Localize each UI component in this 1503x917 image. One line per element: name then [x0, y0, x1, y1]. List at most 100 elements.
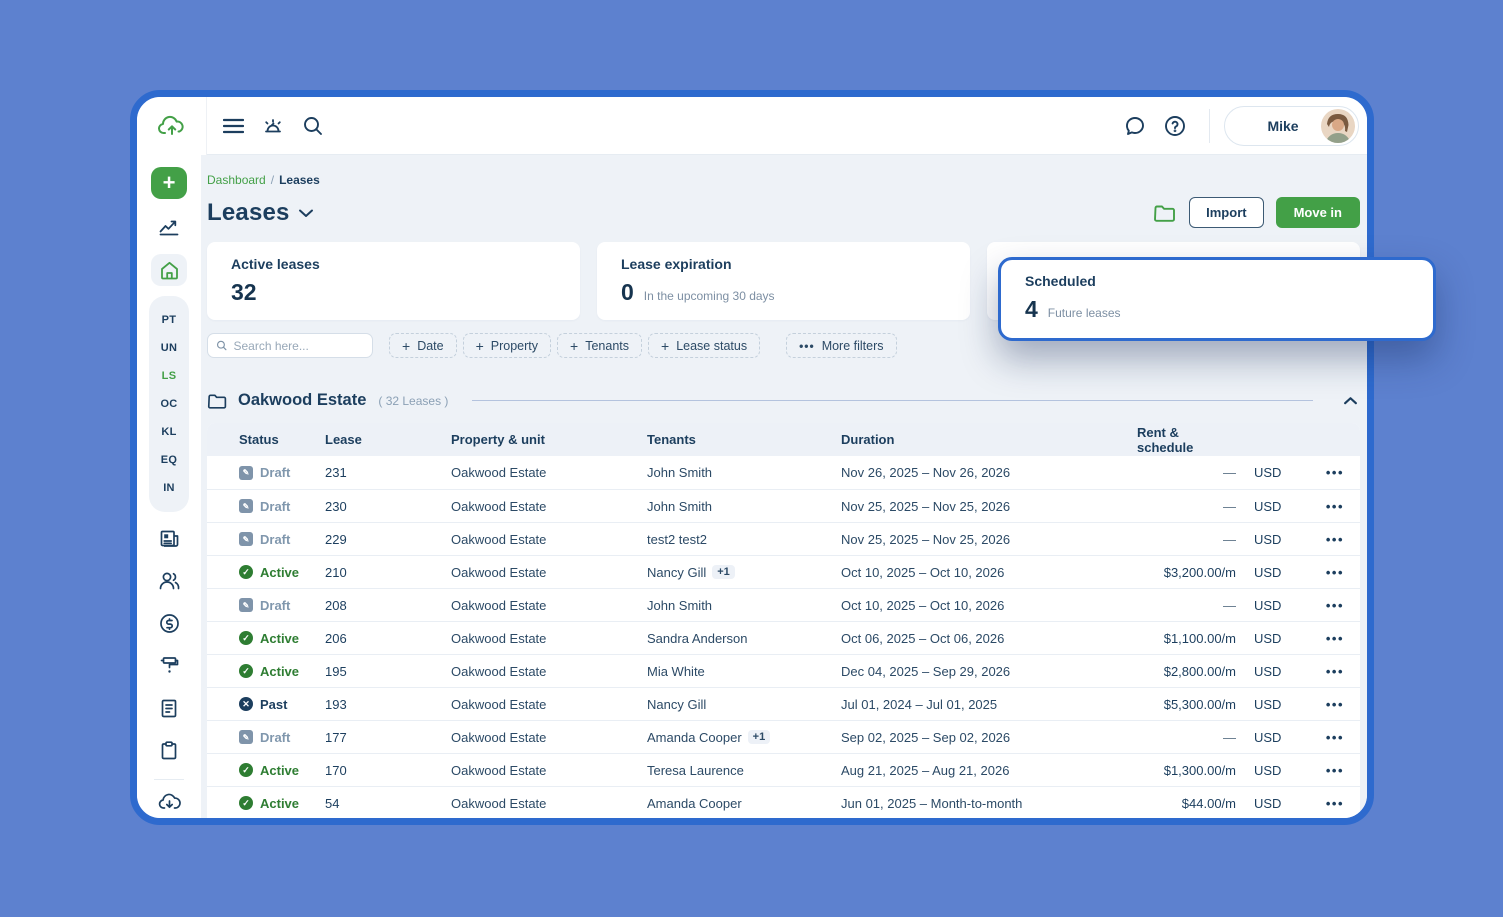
lease-duration: Oct 10, 2025 – Oct 10, 2026: [841, 564, 1005, 580]
move-in-button[interactable]: Move in: [1275, 197, 1360, 228]
status-label: Active: [260, 630, 300, 646]
table-row[interactable]: ✓ Active 170 Oakwood Estate Teresa Laure…: [207, 753, 1360, 786]
top-bar: Mike: [137, 97, 1367, 155]
add-button[interactable]: +: [151, 167, 187, 200]
app-logo[interactable]: [137, 97, 207, 155]
plus-icon: +: [402, 337, 411, 354]
table-row[interactable]: ✎ Draft 208 Oakwood Estate John Smith Oc…: [207, 588, 1360, 621]
row-menu-icon[interactable]: •••: [1325, 531, 1344, 547]
property-name: Oakwood Estate: [451, 795, 547, 811]
table-row[interactable]: ✎ Draft 230 Oakwood Estate John Smith No…: [207, 489, 1360, 522]
status-label: Active: [260, 663, 300, 679]
sidebar-shortcut-un[interactable]: UN: [160, 342, 178, 355]
table-row[interactable]: ✓ Active 54 Oakwood Estate Amanda Cooper…: [207, 786, 1360, 818]
menu-icon[interactable]: [213, 106, 253, 146]
breadcrumb: Dashboard / Leases: [207, 173, 1360, 187]
sidebar-shortcut-kl[interactable]: KL: [161, 426, 177, 439]
tenants-icon[interactable]: [151, 565, 187, 597]
table-row[interactable]: ✓ Active 206 Oakwood Estate Sandra Ander…: [207, 621, 1360, 654]
documents-icon[interactable]: [151, 692, 187, 724]
stat-card-lease-expiration[interactable]: Lease expiration 0 In the upcoming 30 da…: [597, 242, 970, 320]
status-icon: ✎: [239, 499, 253, 513]
filter-chip-tenants[interactable]: + Tenants: [557, 333, 642, 358]
maintenance-icon[interactable]: [151, 649, 187, 681]
table-row[interactable]: ✎ Draft 229 Oakwood Estate test2 test2 N…: [207, 522, 1360, 555]
row-menu-icon[interactable]: •••: [1325, 597, 1344, 613]
tenant-names: Sandra Anderson: [647, 631, 841, 646]
tenant-name: Nancy Gill: [647, 696, 707, 712]
property-name: Oakwood Estate: [451, 696, 547, 712]
property-group-header: Oakwood Estate ( 32 Leases ): [207, 391, 1360, 410]
finance-icon[interactable]: [151, 607, 187, 639]
whats-new-icon[interactable]: [253, 106, 293, 146]
stat-note: Future leases: [1047, 306, 1121, 320]
tenant-names: John Smith: [647, 465, 841, 480]
more-filters-chip[interactable]: ••• More filters: [786, 333, 897, 358]
property-name: Oakwood Estate: [451, 465, 547, 480]
property-name: Oakwood Estate: [451, 597, 547, 613]
leases-table: Status Lease Property & unit Tenants Dur…: [207, 423, 1360, 818]
sidebar-shortcut-oc[interactable]: OC: [160, 398, 178, 411]
chat-icon[interactable]: [1115, 106, 1155, 146]
col-rent: Rent & schedule: [1137, 424, 1194, 455]
currency-code: USD: [1254, 465, 1282, 480]
ellipsis-icon: •••: [799, 338, 815, 353]
table-row[interactable]: ✎ Draft 231 Oakwood Estate John Smith No…: [207, 456, 1360, 489]
folder-view-icon[interactable]: [1153, 203, 1177, 223]
table-row[interactable]: ✎ Draft 177 Oakwood Estate Amanda Cooper…: [207, 720, 1360, 753]
filter-chip-lease-status[interactable]: + Lease status: [648, 333, 761, 358]
currency-code: USD: [1254, 630, 1282, 646]
row-menu-icon[interactable]: •••: [1325, 630, 1344, 646]
search-box[interactable]: [207, 333, 373, 358]
chevron-up-icon[interactable]: [1341, 394, 1360, 407]
home-icon[interactable]: [151, 253, 187, 287]
currency-code: USD: [1254, 795, 1282, 811]
property-name: Oakwood Estate: [451, 630, 547, 646]
lease-duration: Oct 10, 2025 – Oct 10, 2026: [841, 597, 1005, 613]
row-menu-icon[interactable]: •••: [1325, 663, 1344, 679]
breadcrumb-dashboard[interactable]: Dashboard: [207, 173, 266, 187]
status-icon: ✓: [239, 763, 253, 777]
status-badge: ✎ Draft: [239, 465, 325, 480]
table-row[interactable]: ✕ Past 193 Oakwood Estate Nancy Gill Jul…: [207, 687, 1360, 720]
tasks-icon[interactable]: [151, 734, 187, 766]
stat-card-scheduled-popup[interactable]: Scheduled 4 Future leases: [998, 257, 1436, 341]
extra-tenants-badge: +1: [747, 730, 771, 744]
status-badge: ✎ Draft: [239, 598, 325, 613]
filter-chip-date[interactable]: + Date: [389, 333, 457, 358]
status-badge: ✓ Active: [239, 763, 325, 778]
filter-chip-property[interactable]: + Property: [462, 333, 552, 358]
import-button[interactable]: Import: [1189, 197, 1264, 228]
sidebar-shortcut-pt[interactable]: PT: [161, 314, 177, 327]
sidebar-shortcut-ls[interactable]: LS: [161, 370, 177, 383]
row-menu-icon[interactable]: •••: [1325, 465, 1344, 480]
status-label: Active: [260, 762, 300, 778]
sidebar-shortcut-eq[interactable]: EQ: [160, 454, 178, 467]
import-export-icon[interactable]: [151, 786, 187, 818]
status-icon: ✓: [239, 565, 253, 579]
row-menu-icon[interactable]: •••: [1325, 762, 1344, 778]
search-icon[interactable]: [293, 106, 333, 146]
search-input[interactable]: [233, 338, 364, 353]
help-icon[interactable]: [1155, 106, 1195, 146]
row-menu-icon[interactable]: •••: [1325, 564, 1344, 580]
rent-amount: —: [1223, 729, 1236, 745]
status-icon: ✓: [239, 664, 253, 678]
analytics-icon[interactable]: [151, 209, 187, 241]
row-menu-icon[interactable]: •••: [1325, 729, 1344, 745]
tenant-names: Amanda Cooper: [647, 796, 841, 811]
row-menu-icon[interactable]: •••: [1325, 498, 1344, 514]
sidebar-shortcut-in[interactable]: IN: [163, 482, 175, 495]
chevron-down-icon[interactable]: [298, 208, 314, 218]
row-menu-icon[interactable]: •••: [1325, 795, 1344, 811]
lease-number: 206: [325, 630, 347, 646]
row-menu-icon[interactable]: •••: [1325, 696, 1344, 712]
stat-card-active-leases[interactable]: Active leases 32: [207, 242, 580, 320]
table-row[interactable]: ✓ Active 210 Oakwood Estate Nancy Gill +…: [207, 555, 1360, 588]
user-menu[interactable]: Mike: [1224, 105, 1359, 146]
status-label: Draft: [260, 465, 291, 480]
page-title: Leases: [207, 198, 290, 226]
rent-amount: —: [1223, 465, 1236, 480]
news-icon[interactable]: [151, 522, 187, 554]
table-row[interactable]: ✓ Active 195 Oakwood Estate Mia White De…: [207, 654, 1360, 687]
